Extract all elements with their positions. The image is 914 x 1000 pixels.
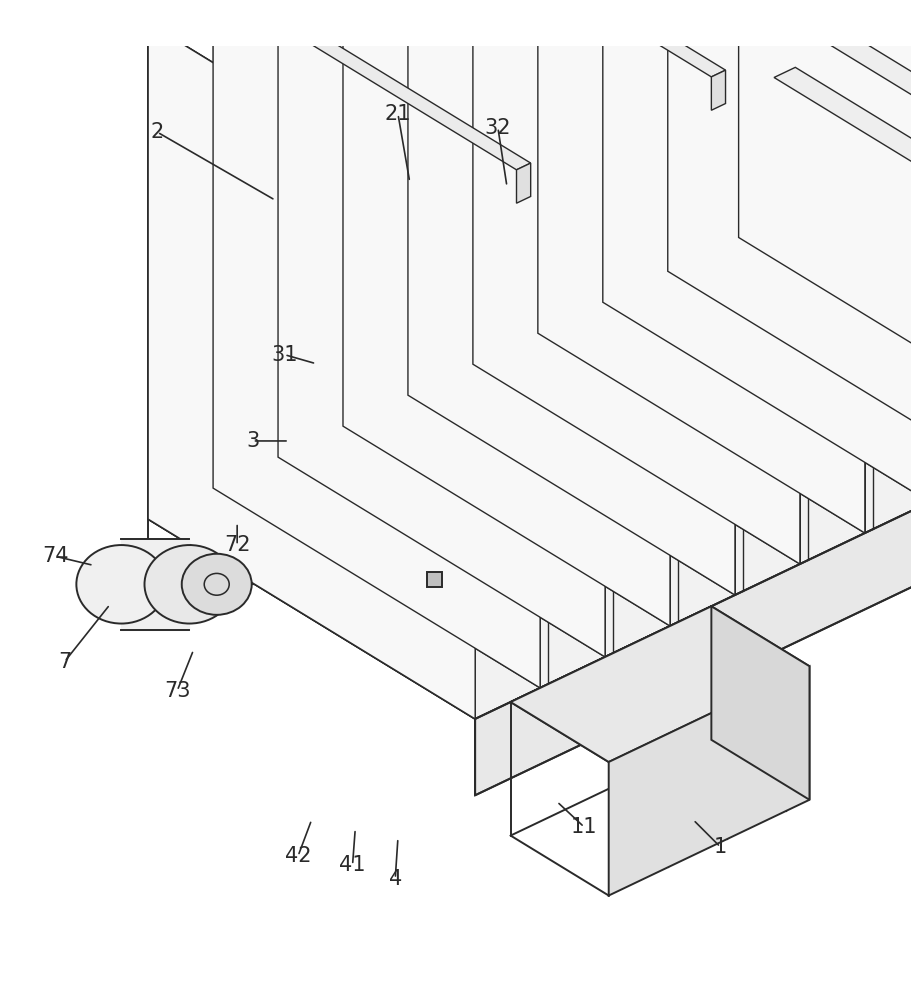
Polygon shape xyxy=(774,1,914,211)
Ellipse shape xyxy=(77,545,166,624)
Text: 7: 7 xyxy=(58,652,71,672)
Text: 42: 42 xyxy=(285,846,312,866)
Polygon shape xyxy=(537,0,865,533)
Polygon shape xyxy=(511,606,810,762)
Text: 41: 41 xyxy=(339,855,366,875)
Text: 21: 21 xyxy=(385,104,411,124)
Text: 3: 3 xyxy=(246,431,260,451)
Polygon shape xyxy=(213,0,540,688)
Polygon shape xyxy=(516,163,531,203)
Polygon shape xyxy=(473,0,800,564)
Polygon shape xyxy=(609,666,810,896)
Polygon shape xyxy=(427,572,441,587)
Polygon shape xyxy=(774,67,914,277)
Text: 73: 73 xyxy=(164,681,190,701)
Text: 31: 31 xyxy=(271,345,298,365)
Polygon shape xyxy=(122,539,189,630)
Polygon shape xyxy=(475,437,914,795)
Polygon shape xyxy=(711,70,726,110)
Ellipse shape xyxy=(144,545,234,624)
Text: 4: 4 xyxy=(388,869,402,889)
Polygon shape xyxy=(774,0,914,77)
Text: 32: 32 xyxy=(484,118,511,138)
Polygon shape xyxy=(384,0,726,77)
Polygon shape xyxy=(278,0,605,657)
Polygon shape xyxy=(739,0,914,437)
Polygon shape xyxy=(711,606,810,800)
Text: 11: 11 xyxy=(571,817,598,837)
Text: 74: 74 xyxy=(42,546,69,566)
Ellipse shape xyxy=(182,554,251,615)
Polygon shape xyxy=(739,237,914,514)
Text: 1: 1 xyxy=(714,837,727,857)
Text: 2: 2 xyxy=(151,122,164,142)
Polygon shape xyxy=(408,0,735,595)
Polygon shape xyxy=(343,0,670,626)
Polygon shape xyxy=(668,0,914,471)
Polygon shape xyxy=(148,23,475,719)
Polygon shape xyxy=(148,237,914,719)
Polygon shape xyxy=(189,0,531,170)
Polygon shape xyxy=(603,0,914,502)
Text: 72: 72 xyxy=(224,535,250,555)
Polygon shape xyxy=(774,0,914,144)
